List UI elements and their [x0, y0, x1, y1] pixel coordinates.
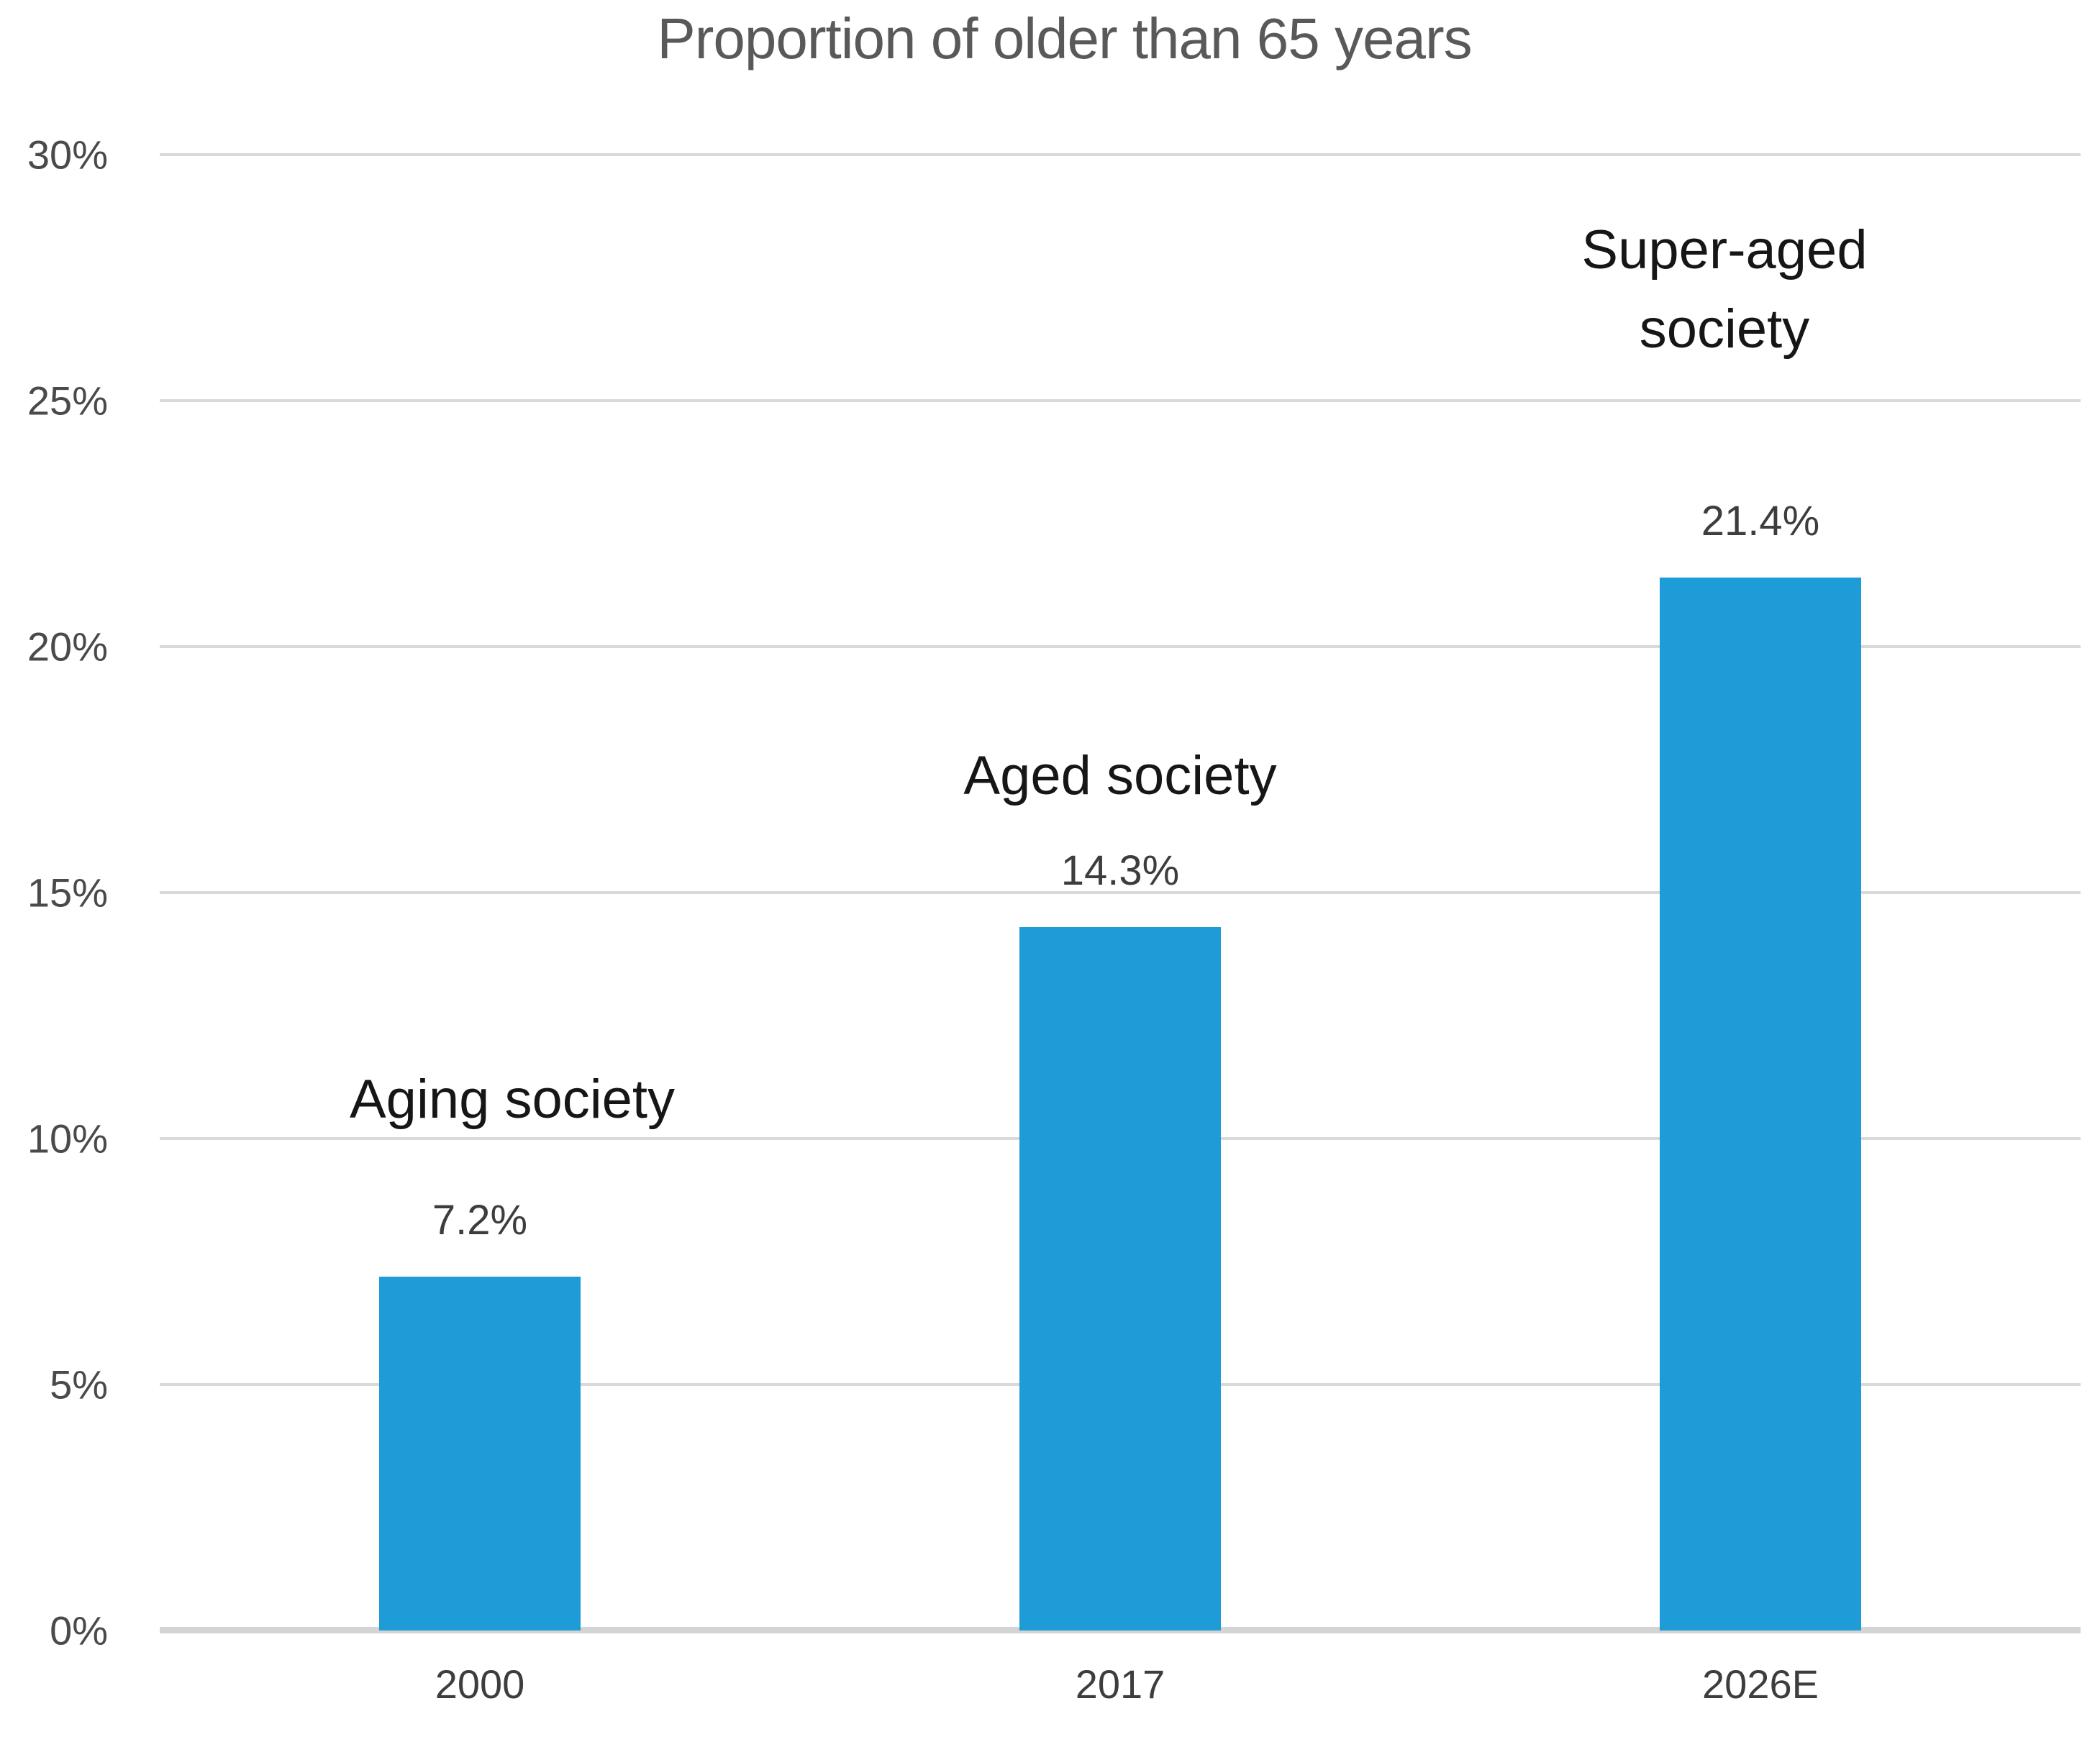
y-tick-label: 15%	[27, 870, 108, 916]
x-category-label-2000: 2000	[435, 1661, 525, 1707]
bar-2026e	[1660, 578, 1861, 1631]
data-label-2000: 7.2%	[432, 1196, 528, 1244]
gridline	[160, 645, 2081, 648]
y-tick-label: 10%	[27, 1116, 108, 1162]
y-tick-label: 25%	[27, 378, 108, 424]
chart-title: Proportion of older than 65 years	[657, 6, 1472, 70]
gridline	[160, 891, 2081, 894]
annotation-aged-society: Aged society	[963, 744, 1277, 806]
gridline	[160, 153, 2081, 156]
x-category-label-2026e: 2026E	[1702, 1661, 1819, 1707]
annotation-super-aged-society: Super-aged society	[1581, 219, 1868, 360]
plot-area: 0% 5% 10% 15% 20% 25% 30% 7.2% Aging society 2000…	[27, 132, 2081, 1707]
y-tick-label: 0%	[50, 1608, 108, 1654]
bar-2000	[379, 1276, 581, 1631]
annotation-aging-society: Aging society	[349, 1069, 676, 1131]
y-tick-label: 20%	[27, 624, 108, 670]
y-tick-label: 30%	[27, 132, 108, 178]
y-tick-label: 5%	[50, 1362, 108, 1408]
data-label-2026e: 21.4%	[1701, 498, 1820, 545]
gridline	[160, 399, 2081, 402]
data-label-2017: 14.3%	[1060, 847, 1180, 894]
bar-2017	[1019, 926, 1221, 1631]
x-category-label-2017: 2017	[1075, 1661, 1165, 1707]
